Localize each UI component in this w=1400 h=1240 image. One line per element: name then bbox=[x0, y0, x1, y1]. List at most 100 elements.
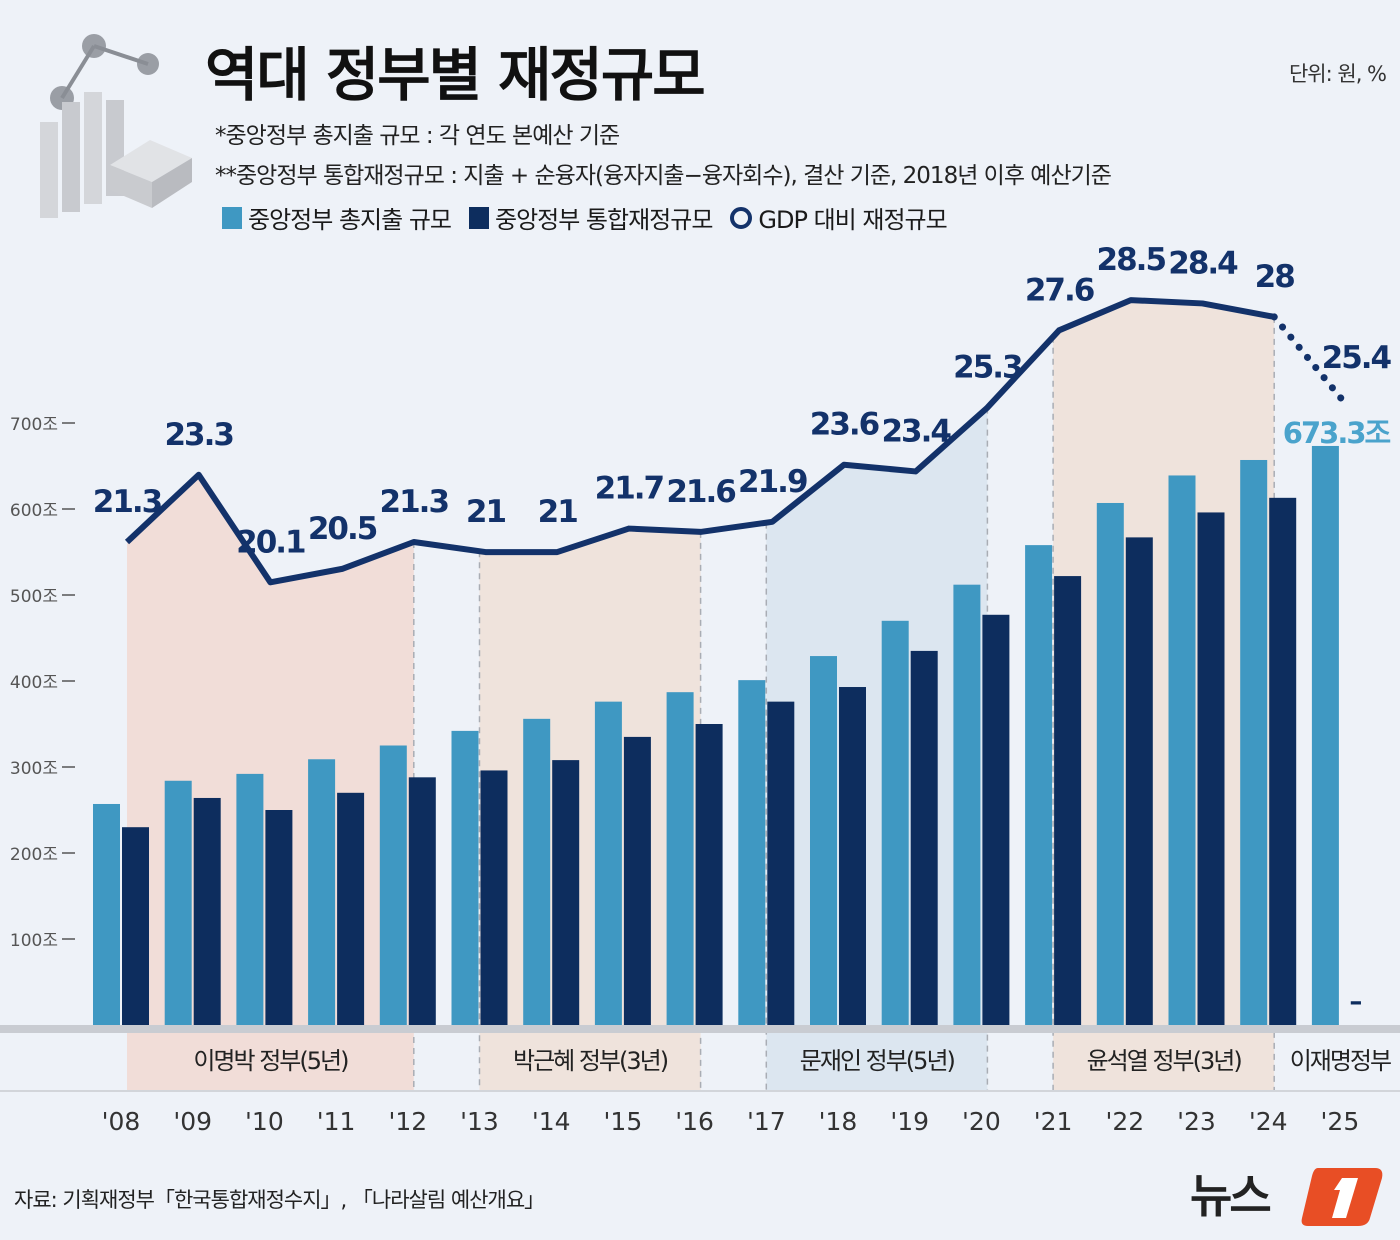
bar-integrated bbox=[839, 687, 866, 1025]
bar-integrated bbox=[1125, 537, 1153, 1025]
bar-total bbox=[1168, 475, 1196, 1026]
x-tick-label: '09 bbox=[173, 1107, 212, 1136]
x-tick-label: '23 bbox=[1177, 1107, 1216, 1136]
x-tick-label: '25 bbox=[1321, 1107, 1360, 1136]
legend-item-integrated: 중앙정부 통합재정규모 bbox=[468, 200, 713, 235]
unit-label: 단위: 원, % bbox=[1288, 62, 1387, 86]
y-tick-label: 200조 bbox=[10, 845, 58, 865]
gdp-value-label: 21.6 bbox=[666, 474, 735, 510]
legend-swatch-total bbox=[222, 206, 242, 229]
x-tick-label: '14 bbox=[532, 1107, 571, 1136]
bar-total bbox=[308, 759, 336, 1025]
news1-logo: 뉴스 bbox=[1190, 1160, 1390, 1230]
x-tick-label: '16 bbox=[675, 1107, 714, 1136]
y-tick-label: 400조 bbox=[10, 673, 58, 693]
bar-total bbox=[1096, 502, 1124, 1026]
bar-integrated bbox=[1269, 497, 1297, 1025]
gdp-value-label: 28.4 bbox=[1168, 245, 1238, 281]
bar-total bbox=[666, 692, 694, 1025]
government-label: 박근혜 정부(3년) bbox=[513, 1047, 668, 1075]
bar-total bbox=[523, 718, 551, 1025]
gdp-value-label: 21.9 bbox=[738, 464, 807, 500]
bar-integrated bbox=[695, 724, 723, 1025]
x-tick-label: '15 bbox=[604, 1107, 643, 1136]
government-label: 이명박 정부(5년) bbox=[193, 1047, 348, 1075]
bar-total bbox=[164, 780, 192, 1025]
legend-label: GDP 대비 재정규모 bbox=[758, 206, 947, 234]
bar-integrated bbox=[408, 777, 436, 1025]
page-title: 역대 정부별 재정규모 bbox=[205, 41, 706, 109]
gdp-value-label: 21.7 bbox=[595, 471, 664, 507]
bar-total bbox=[451, 730, 479, 1025]
bar-integrated bbox=[767, 701, 795, 1025]
baseline-shadow bbox=[0, 1025, 1400, 1033]
bar-integrated bbox=[265, 810, 293, 1025]
gdp-value-label: 28.5 bbox=[1097, 242, 1166, 278]
x-tick-label: '21 bbox=[1034, 1107, 1073, 1136]
legend-label: 중앙정부 총지출 규모 bbox=[248, 206, 452, 234]
gdp-value-label: 23.4 bbox=[881, 413, 951, 449]
footnote-2: **중앙정부 통합재정규모 : 지출 + 순융자(융자지출−융자회수), 결산 … bbox=[215, 163, 1112, 189]
bar-integrated bbox=[193, 797, 221, 1025]
legend-swatch-integrated bbox=[468, 206, 489, 229]
gdp-value-label: 23.6 bbox=[810, 407, 879, 443]
government-label: 윤석열 정부(3년) bbox=[1087, 1047, 1242, 1075]
y-tick-label: 700조 bbox=[10, 415, 58, 435]
legend-item-total: 중앙정부 총지출 규모 bbox=[222, 200, 452, 235]
bar-missing-label: – bbox=[1349, 987, 1362, 1017]
bar-total bbox=[1025, 545, 1053, 1025]
x-tick-label: '22 bbox=[1105, 1107, 1144, 1136]
x-tick-label: '17 bbox=[747, 1107, 786, 1136]
x-tick-label: '20 bbox=[962, 1107, 1001, 1136]
gdp-line bbox=[124, 297, 1275, 586]
bar-total bbox=[93, 803, 120, 1025]
svg-text:뉴스: 뉴스 bbox=[1190, 1169, 1270, 1223]
gdp-value-label: 21 bbox=[538, 494, 578, 530]
footnote-1: *중앙정부 총지출 규모 : 각 연도 본예산 기준 bbox=[215, 123, 620, 149]
x-tick-label: '10 bbox=[245, 1107, 284, 1136]
bar-integrated bbox=[982, 614, 1010, 1025]
finance-illustration-icon bbox=[40, 34, 192, 218]
band-bottom bbox=[0, 1090, 1400, 1092]
legend: 중앙정부 총지출 규모 중앙정부 통합재정규모 GDP 대비 재정규모 bbox=[222, 200, 948, 235]
y-tick-label: 600조 bbox=[10, 501, 58, 521]
news1-logo-icon: 뉴스 bbox=[1190, 1168, 1383, 1226]
gdp-line-projected bbox=[1270, 313, 1350, 408]
x-tick-label: '08 bbox=[102, 1107, 141, 1136]
legend-ring-icon bbox=[730, 206, 753, 229]
gdp-value-label: 21.3 bbox=[93, 484, 162, 520]
gdp-value-label: 25.3 bbox=[953, 350, 1022, 386]
bar-integrated bbox=[1197, 512, 1225, 1025]
y-tick-label: 500조 bbox=[10, 587, 58, 607]
annotation-label: 673.3조 bbox=[1283, 416, 1391, 450]
bar-integrated bbox=[122, 827, 149, 1025]
bar-total bbox=[738, 680, 766, 1025]
x-tick-label: '12 bbox=[388, 1107, 427, 1136]
x-tick-label: '11 bbox=[317, 1107, 356, 1136]
gdp-value-label: 21.3 bbox=[380, 484, 449, 520]
bar-integrated bbox=[623, 736, 651, 1025]
bar-total bbox=[594, 701, 622, 1025]
government-label: 문재인 정부(5년) bbox=[800, 1047, 955, 1075]
bar-total bbox=[236, 773, 264, 1025]
bar-integrated bbox=[910, 650, 938, 1025]
gdp-value-label: 25.4 bbox=[1322, 340, 1392, 376]
y-tick-label: 100조 bbox=[10, 931, 58, 951]
bar-integrated bbox=[480, 770, 508, 1025]
legend-item-gdp: GDP 대비 재정규모 bbox=[730, 200, 948, 235]
bar-integrated bbox=[1054, 576, 1082, 1025]
bar-total bbox=[953, 584, 981, 1025]
bar-total bbox=[881, 620, 909, 1025]
legend-label: 중앙정부 통합재정규모 bbox=[494, 206, 713, 234]
y-tick-label: 300조 bbox=[10, 759, 58, 779]
x-tick-label: '19 bbox=[890, 1107, 929, 1136]
bar-total bbox=[810, 656, 837, 1025]
x-tick-label: '13 bbox=[460, 1107, 499, 1136]
gdp-value-label: 28 bbox=[1255, 259, 1295, 295]
gdp-value-label: 27.6 bbox=[1025, 272, 1094, 308]
x-tick-label: '24 bbox=[1249, 1107, 1288, 1136]
decorative-illustration bbox=[20, 30, 200, 234]
x-tick-label: '18 bbox=[819, 1107, 858, 1136]
government-label: 이재명정부 bbox=[1290, 1047, 1391, 1075]
gdp-value-label: 20.1 bbox=[236, 524, 305, 560]
